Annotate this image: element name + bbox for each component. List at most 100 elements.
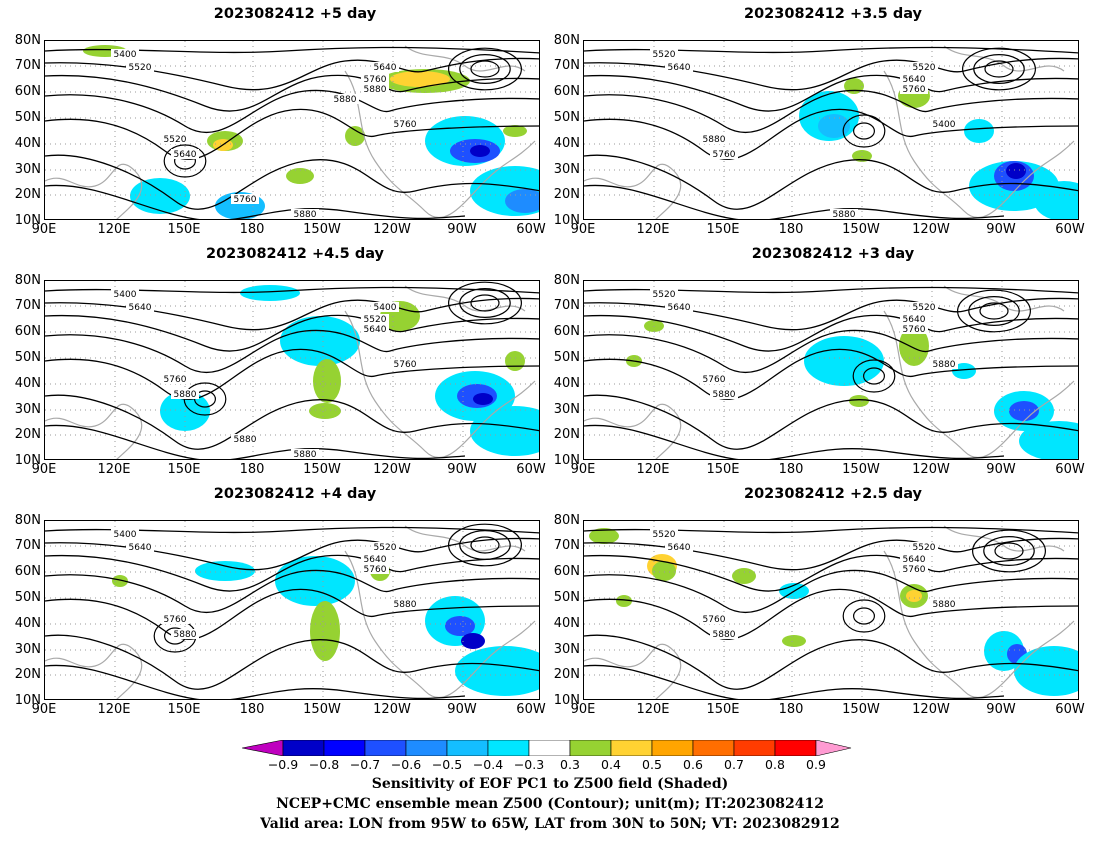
panel-title-5: 2023082412 +4 day <box>213 486 377 502</box>
z500-contour <box>45 329 539 373</box>
lon-label: 90E <box>31 702 57 717</box>
sensitivity-shading <box>1009 401 1039 421</box>
z500-closed-contour <box>979 302 1009 320</box>
map-panel-2: 5520 5640 5520 5640 5760 5880 5760 5400 5880 <box>583 40 1079 220</box>
sensitivity-shading <box>309 403 341 419</box>
panel-title-3: 2023082412 +4.5 day <box>206 246 384 262</box>
sensitivity-shading <box>345 126 365 146</box>
z500-closed-contour <box>853 122 876 140</box>
lat-label: 80N <box>553 513 580 528</box>
z500-contour <box>45 89 539 133</box>
lon-label: 90W <box>447 462 477 477</box>
lat-label: 30N <box>553 642 580 657</box>
contour-label: 5640 <box>374 63 397 73</box>
colorbar-swatch <box>692 740 735 756</box>
lon-label: 90W <box>986 702 1016 717</box>
contour-label: 5640 <box>668 63 691 73</box>
coastline <box>45 643 143 699</box>
z500-closed-contour <box>863 367 886 385</box>
z500-contour <box>584 394 1078 450</box>
coastline <box>584 163 682 219</box>
sensitivity-shading <box>470 145 490 157</box>
contour-label: 5400 <box>114 50 137 60</box>
contour-label: 5760 <box>234 195 257 205</box>
lat-label: 10N <box>553 213 580 228</box>
z500-closed-contour <box>842 599 886 633</box>
colorbar-swatch <box>282 740 325 756</box>
lon-label: 120E <box>97 462 131 477</box>
colorbar-swatch <box>569 740 612 756</box>
z500-contour <box>45 108 539 160</box>
lon-label: 60W <box>1055 462 1085 477</box>
contour-label: 5760 <box>903 325 926 335</box>
lon-label: 90E <box>570 702 596 717</box>
sensitivity-shading <box>195 561 255 581</box>
colorbar-swatch <box>242 740 284 756</box>
lon-label: 90W <box>447 222 477 237</box>
colorbar-swatch <box>610 740 653 756</box>
z500-contour <box>45 154 539 210</box>
contour-label: 5880 <box>234 435 257 445</box>
contour-label: 5520 <box>364 315 387 325</box>
lat-label: 20N <box>14 187 41 202</box>
sensitivity-shading <box>313 359 341 403</box>
lon-label: 120W <box>912 462 950 477</box>
z500-contour <box>584 108 1078 160</box>
lat-label: 70N <box>14 298 41 313</box>
lat-label: 60N <box>14 324 41 339</box>
lat-label: 50N <box>14 350 41 365</box>
lat-label: 10N <box>553 453 580 468</box>
lat-label: 40N <box>14 376 41 391</box>
contour-label: 5520 <box>653 530 676 540</box>
contour-label: 5880 <box>294 450 317 460</box>
lat-label: 40N <box>553 616 580 631</box>
lat-label: 80N <box>553 273 580 288</box>
colorbar <box>242 740 852 756</box>
sensitivity-shading <box>503 125 527 137</box>
lon-label: 150W <box>842 462 880 477</box>
z500-closed-contour <box>962 47 1037 91</box>
lat-label: 70N <box>553 298 580 313</box>
lon-label: 90E <box>31 222 57 237</box>
colorbar-label: 0.7 <box>724 757 744 772</box>
coastline <box>584 403 682 459</box>
z500-closed-contour <box>459 54 511 84</box>
z500-closed-contour <box>853 607 876 625</box>
lat-label: 60N <box>553 84 580 99</box>
z500-closed-contour <box>470 536 500 554</box>
contour-label: 5640 <box>364 325 387 335</box>
contour-label: 5760 <box>364 565 387 575</box>
colorbar-label: −0.9 <box>267 757 299 772</box>
sensitivity-shading <box>280 316 360 366</box>
panel-title-2: 2023082412 +3.5 day <box>744 6 922 22</box>
sensitivity-shading <box>390 71 450 87</box>
contour-label: 5880 <box>394 600 417 610</box>
lon-label: 150E <box>706 222 740 237</box>
contour-label: 5880 <box>713 630 736 640</box>
sensitivity-shading <box>473 393 493 405</box>
contour-label: 5400 <box>114 290 137 300</box>
lat-label: 20N <box>553 187 580 202</box>
sensitivity-shading <box>112 575 128 587</box>
lon-label: 120W <box>912 702 950 717</box>
colorbar-swatch <box>733 740 776 756</box>
coastline <box>883 550 1075 699</box>
z500-closed-contour <box>852 359 896 393</box>
lon-label: 180 <box>778 462 804 477</box>
colorbar-label: −0.3 <box>513 757 545 772</box>
coastline <box>404 525 526 552</box>
lon-label: 120E <box>636 462 670 477</box>
contour-label: 5880 <box>933 360 956 370</box>
lon-label: 60W <box>516 462 546 477</box>
lat-label: 70N <box>14 58 41 73</box>
z500-contour <box>584 74 1078 112</box>
lat-label: 10N <box>14 453 41 468</box>
z500-closed-contour <box>448 523 523 567</box>
z500-closed-contour <box>448 47 523 91</box>
lat-label: 30N <box>14 642 41 657</box>
lat-label: 70N <box>14 538 41 553</box>
z500-closed-contour <box>842 114 886 148</box>
